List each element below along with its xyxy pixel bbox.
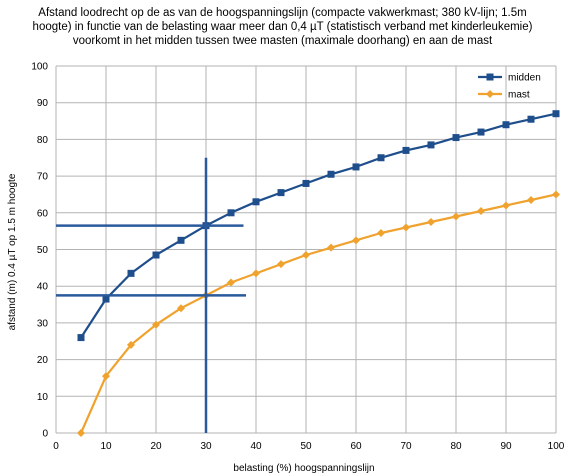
- data-point-mast-50: [302, 251, 310, 260]
- data-point-mast-10: [102, 372, 110, 381]
- chart-title-line-3: voorkomt in het midden tussen twee maste…: [72, 35, 493, 47]
- x-tick-label-100: 100: [548, 441, 565, 452]
- series-line-mast: [79, 193, 557, 434]
- data-point-midden-25: [177, 236, 185, 244]
- data-point-midden-40: [252, 198, 260, 206]
- x-axis-label: belasting (%) hoogspanningslijn: [233, 463, 374, 474]
- y-tick-label-30: 30: [37, 318, 49, 329]
- data-point-midden-80: [452, 134, 460, 142]
- y-tick-label-80: 80: [37, 135, 49, 146]
- data-point-midden-15: [127, 269, 135, 277]
- data-point-mast-90: [502, 201, 510, 210]
- series-midden: [77, 110, 560, 342]
- series-line-midden: [80, 112, 557, 339]
- data-point-mast-95: [527, 195, 535, 204]
- data-point-mast-80: [452, 212, 460, 221]
- data-point-mast-25: [177, 304, 185, 313]
- data-point-midden-50: [302, 179, 310, 187]
- x-tick-label-90: 90: [500, 441, 512, 452]
- series-group: [77, 110, 560, 437]
- data-point-midden-20: [152, 251, 160, 259]
- legend-label-mast: mast: [508, 90, 530, 101]
- data-point-mast-40: [252, 269, 260, 278]
- y-tick-label-70: 70: [37, 172, 49, 183]
- data-point-midden-35: [227, 209, 235, 217]
- y-tick-label-60: 60: [37, 208, 49, 219]
- data-point-midden-65: [377, 154, 385, 162]
- y-tick-label-20: 20: [37, 355, 49, 366]
- legend: midden mast: [478, 73, 541, 101]
- x-tick-label-30: 30: [200, 441, 212, 452]
- tick-labels: 0 10 20 30 40 50 60 70 80 90 100 0 10 20 30 40 50 60 70 80 9…: [31, 62, 564, 453]
- data-point-mast-5: [77, 429, 85, 437]
- data-point-mast-55: [327, 243, 335, 252]
- data-point-midden-90: [502, 121, 510, 129]
- data-point-midden-95: [527, 115, 535, 123]
- x-tick-label-40: 40: [250, 441, 262, 452]
- data-point-mast-35: [227, 278, 235, 287]
- data-point-mast-85: [477, 206, 485, 215]
- y-tick-label-50: 50: [37, 245, 49, 256]
- x-tick-label-80: 80: [450, 441, 462, 452]
- data-point-mast-45: [277, 260, 285, 269]
- x-tick-label-70: 70: [400, 441, 412, 452]
- data-point-midden-70: [402, 146, 410, 154]
- x-tick-label-20: 20: [150, 441, 162, 452]
- legend-marker-mast: [486, 90, 494, 98]
- y-tick-label-0: 0: [42, 429, 48, 440]
- legend-label-midden: midden: [508, 73, 541, 84]
- axes: [55, 66, 556, 434]
- chart-title-line-1: Afstand loodrecht op de as van de hoogsp…: [38, 7, 527, 19]
- data-point-midden-60: [352, 163, 360, 171]
- y-axis-label: afstand (m) 0.4 µT op 1.5 m hoogte: [7, 173, 18, 330]
- x-tick-label-50: 50: [300, 441, 312, 452]
- data-point-mast-65: [377, 228, 385, 237]
- data-point-midden-55: [327, 170, 335, 178]
- data-point-mast-75: [427, 217, 435, 226]
- data-point-mast-20: [152, 320, 160, 329]
- data-point-midden-5: [77, 334, 85, 342]
- x-tick-label-10: 10: [100, 441, 112, 452]
- data-point-midden-75: [427, 141, 435, 149]
- data-point-midden-100: [552, 110, 560, 118]
- data-point-mast-15: [127, 340, 135, 349]
- y-tick-label-40: 40: [37, 282, 49, 293]
- y-tick-label-100: 100: [31, 62, 48, 73]
- data-point-midden-85: [477, 128, 485, 136]
- data-point-mast-70: [402, 223, 410, 232]
- grid-lines: [55, 65, 557, 434]
- data-point-mast-100: [552, 190, 560, 199]
- data-point-midden-45: [277, 189, 285, 197]
- chart-title-line-2: hoogte) in functie van de belasting waar…: [32, 21, 533, 33]
- legend-marker-midden: [486, 73, 494, 81]
- data-point-midden-10: [102, 295, 110, 303]
- y-tick-label-90: 90: [37, 98, 49, 109]
- x-tick-label-0: 0: [53, 441, 59, 452]
- annotation-lines: [56, 157, 246, 433]
- x-tick-label-60: 60: [350, 441, 362, 452]
- chart-title: Afstand loodrecht op de as van de hoogsp…: [0, 6, 565, 48]
- data-point-mast-60: [352, 236, 360, 245]
- series-mast: [77, 190, 560, 437]
- y-tick-label-10: 10: [37, 392, 49, 403]
